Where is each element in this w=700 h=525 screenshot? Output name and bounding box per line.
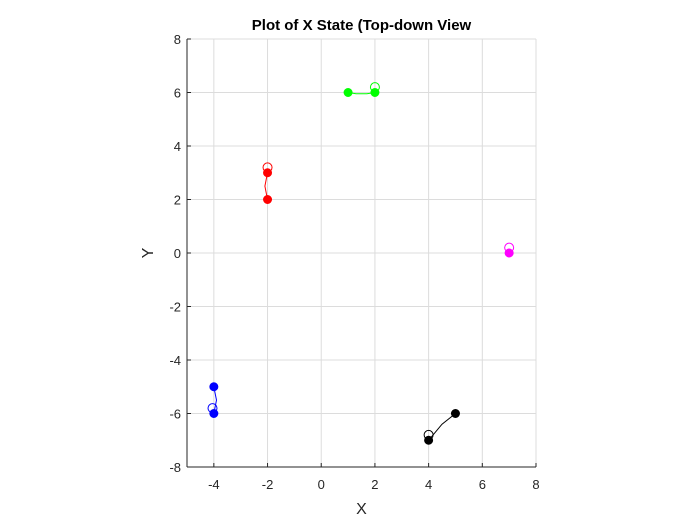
y-tick-label: 2 [174,193,181,208]
y-tick-label: -2 [169,300,181,315]
y-tick-label: 6 [174,86,181,101]
trajectories [213,92,456,441]
filled-point [263,195,273,204]
filled-point [450,409,460,418]
filled-point [424,435,434,445]
y-tick-label: 0 [174,246,181,261]
y-tick-label: 8 [174,32,181,47]
grid [187,38,537,468]
axes [186,38,537,468]
x-axis-label: X [356,501,367,518]
x-tick-label: -4 [208,477,220,492]
filled-point [263,168,273,178]
x-tick-label: -2 [262,477,274,492]
filled-point [504,248,514,258]
tick-labels: -4 -2 0 2 4 6 8 -8 -6 -4 -2 0 2 4 6 8 [169,32,539,492]
filled-point [370,88,380,97]
x-tick-label: 4 [425,477,432,492]
y-tick-label: -4 [169,353,181,368]
x-tick-label: 8 [532,477,539,492]
filled-point [209,409,219,418]
y-tick-label: -8 [169,460,181,475]
x-tick-label: 0 [318,477,325,492]
y-tick-label: 4 [174,139,181,154]
y-axis-label: Y [140,247,157,258]
points [207,82,515,445]
x-tick-label: 6 [479,477,486,492]
filled-point [343,88,353,97]
trajectory-line [264,172,268,200]
chart-title: Plot of X State (Top-down View [252,17,472,34]
filled-point [209,382,219,392]
trajectory-line [213,386,218,414]
x-tick-label: 2 [371,477,378,492]
y-tick-label: -6 [169,407,181,422]
